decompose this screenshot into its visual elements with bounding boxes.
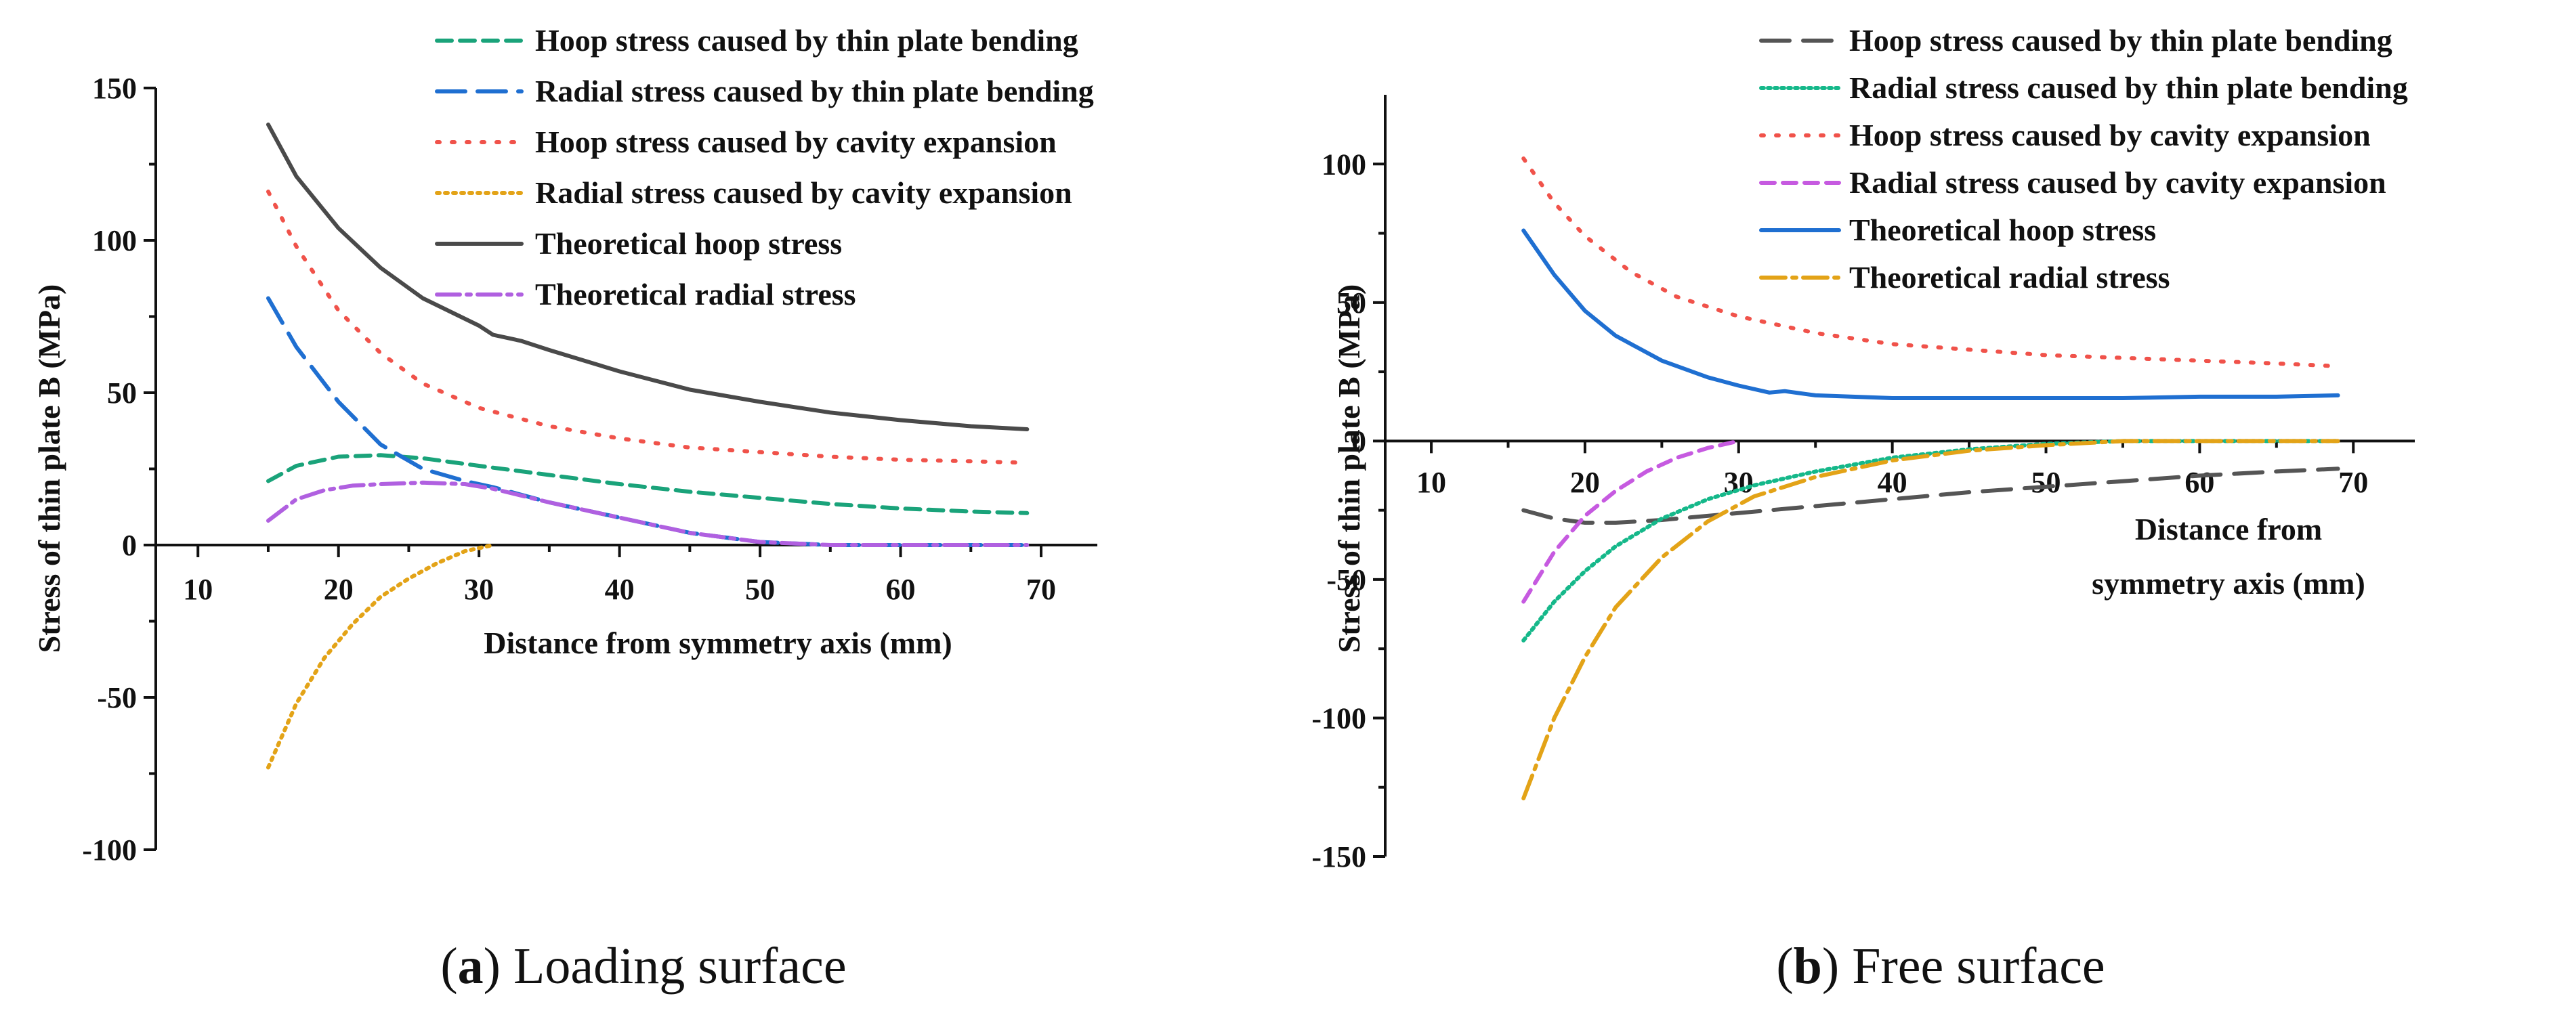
x-tick-label: 20 [324, 573, 354, 606]
x-axis-title-line: symmetry axis (mm) [2092, 566, 2365, 601]
y-tick-label: -150 [1311, 840, 1366, 873]
x-tick-label: 70 [1026, 573, 1056, 606]
legend-label-2: Radial stress caused by thin plate bendi… [535, 74, 1094, 108]
caption-title: Loading surface [513, 938, 847, 995]
legend-label-3: Hoop stress caused by cavity expansion [535, 125, 1057, 159]
legend-label-2: Radial stress caused by thin plate bendi… [1849, 70, 2408, 105]
caption-paren-close: ) [484, 938, 513, 995]
x-tick-label: 50 [2031, 466, 2061, 499]
series-line-1 [266, 453, 1030, 515]
x-tick-label: 10 [183, 573, 213, 606]
legend-label-5: Theoretical hoop stress [535, 226, 842, 261]
x-tick-label: 30 [464, 573, 494, 606]
y-tick-label: 100 [1322, 148, 1366, 181]
series-line-6 [266, 480, 1030, 547]
y-tick-label: -100 [1311, 701, 1366, 735]
caption-paren-open: ( [1776, 938, 1793, 995]
x-tick-label: 50 [745, 573, 775, 606]
series-line-6 [1521, 439, 2340, 801]
y-tick-label: 50 [1336, 286, 1366, 320]
caption-letter: b [1794, 938, 1822, 995]
x-tick-label: 60 [2184, 466, 2214, 499]
x-axis-title: Distance from symmetry axis (mm) [484, 626, 952, 660]
legend-label-6: Theoretical radial stress [535, 277, 856, 311]
series-line-3 [1521, 156, 2340, 368]
series-line-5 [266, 123, 1030, 431]
legend-label-3: Hoop stress caused by cavity expansion [1849, 118, 2371, 152]
chart-panel-a: -100 -50 0 50 100 150 10 20 30 40 50 60 70 Distance f… [32, 23, 1097, 995]
legend-label-1: Hoop stress caused by thin plate bending [535, 23, 1078, 58]
caption-paren-open: ( [440, 938, 457, 995]
y-tick-label: 50 [107, 376, 137, 410]
y-axis-title: Stress of thin plate B (MPa) [32, 284, 66, 653]
legend-label-4: Radial stress caused by cavity expansion [535, 175, 1072, 210]
y-tick-label: 0 [122, 529, 137, 562]
y-tick-label: 100 [92, 224, 137, 257]
legend-label-1: Hoop stress caused by thin plate bending [1849, 23, 2392, 58]
series-line-1 [1521, 467, 2340, 525]
y-tick-label: -50 [97, 681, 137, 714]
y-tick-label: -50 [1326, 563, 1366, 597]
panel-caption: (a) Loading surface [440, 938, 846, 995]
legend-label-6: Theoretical radial stress [1849, 260, 2170, 295]
x-tick-label: 20 [1570, 466, 1600, 499]
series-line-5 [1521, 228, 2340, 400]
legend-label-4: Radial stress caused by cavity expansion [1849, 165, 2386, 200]
y-tick-label: -100 [82, 833, 137, 867]
x-axis-title-line: Distance from [2135, 512, 2322, 546]
y-tick-label: 0 [1351, 425, 1366, 458]
series-line-4 [1521, 439, 1741, 604]
caption-paren-close: ) [1822, 938, 1852, 995]
x-tick-label: 60 [886, 573, 916, 606]
caption-title: Free surface [1852, 938, 2105, 995]
legend-label-5: Theoretical hoop stress [1849, 213, 2156, 247]
series-line-4 [266, 543, 495, 770]
caption-letter: a [458, 938, 484, 995]
panel-caption: (b) Free surface [1776, 938, 2105, 995]
x-tick-label: 70 [2338, 466, 2368, 499]
series-line-3 [266, 190, 1030, 465]
y-tick-label: 150 [92, 72, 137, 105]
x-tick-label: 40 [605, 573, 635, 606]
x-tick-label: 10 [1416, 466, 1446, 499]
x-tick-label: 40 [1878, 466, 1907, 499]
y-axis-title: Stress of thin plate B (MPa) [1332, 284, 1366, 653]
